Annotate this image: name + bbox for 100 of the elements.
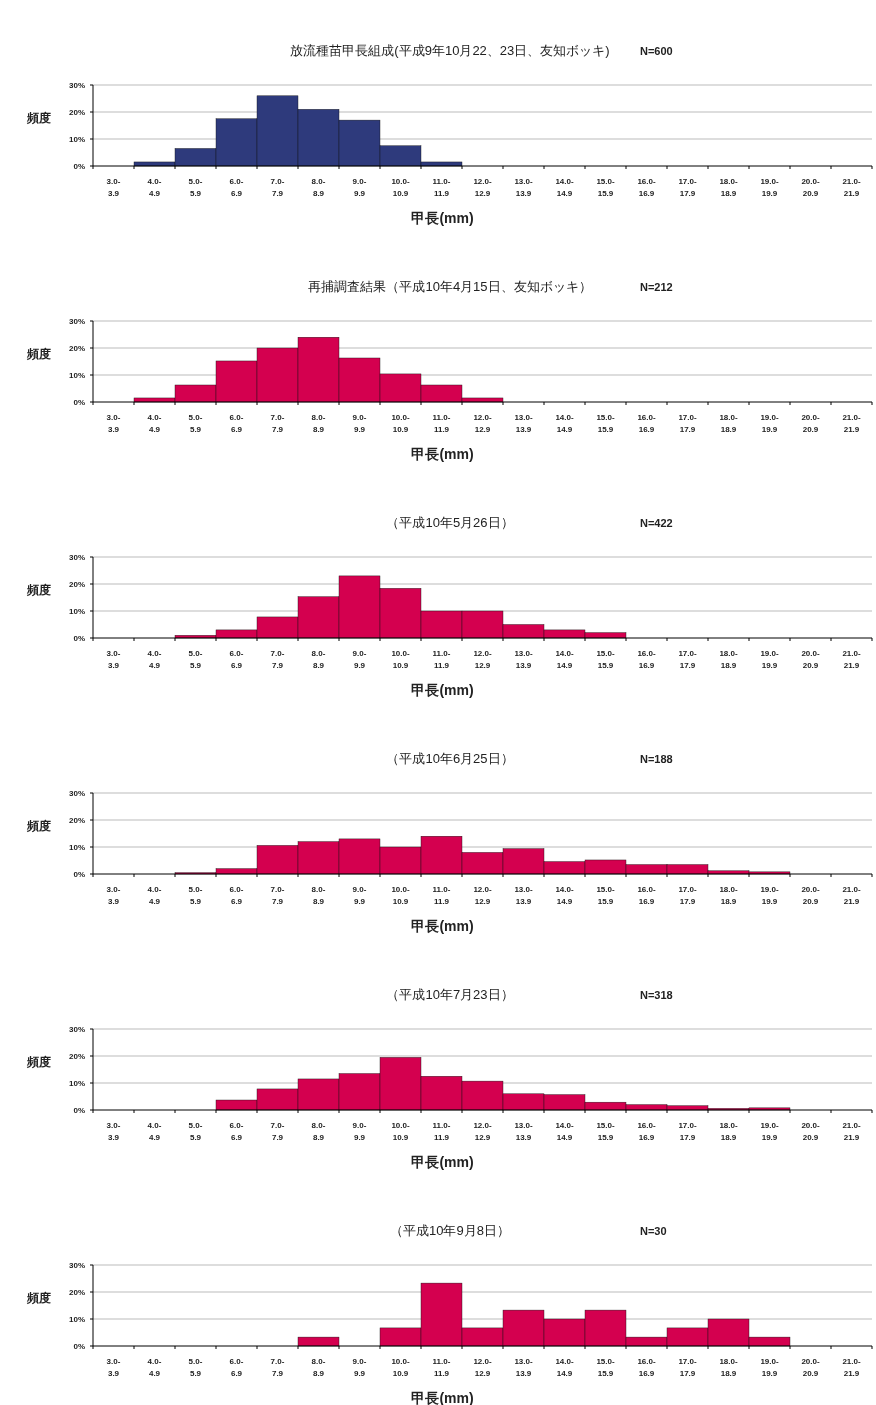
- x-tick-label: 16.0-16.9: [637, 1357, 656, 1378]
- x-tick-label: 21.0-21.9: [842, 1121, 861, 1142]
- y-tick-label: 30%: [68, 81, 85, 90]
- x-tick-label: 21.0-21.9: [842, 649, 861, 670]
- x-tick-label: 16.0-16.9: [637, 649, 656, 670]
- x-tick-label: 13.0-13.9: [514, 177, 533, 198]
- x-tick-label: 3.0-3.9: [106, 1357, 121, 1378]
- x-tick-label: 16.0-16.9: [637, 177, 656, 198]
- x-tick-label: 19.0-19.9: [760, 177, 779, 198]
- y-axis-title: 頻度: [26, 346, 51, 361]
- x-tick-label: 17.0-17.9: [678, 1357, 697, 1378]
- x-tick-label: 11.0-11.9: [432, 177, 451, 198]
- x-tick-label: 20.0-20.9: [801, 885, 820, 906]
- x-tick-label: 8.0-8.9: [311, 1121, 326, 1142]
- x-tick-label: 15.0-15.9: [596, 1357, 615, 1378]
- y-axis-title: 頻度: [26, 1290, 51, 1305]
- x-tick-label: 19.0-19.9: [760, 1357, 779, 1378]
- x-tick-label: 8.0-8.9: [311, 649, 326, 670]
- x-axis-title: 甲長(mm): [411, 446, 474, 462]
- x-tick-label: 18.0-18.9: [719, 1121, 738, 1142]
- y-tick-label: 0%: [73, 1106, 85, 1115]
- x-tick-label: 20.0-20.9: [801, 649, 820, 670]
- x-tick-label: 13.0-13.9: [514, 1121, 533, 1142]
- x-tick-label: 17.0-17.9: [678, 649, 697, 670]
- x-tick-label: 11.0-11.9: [432, 413, 451, 434]
- x-tick-label: 14.0-14.9: [555, 177, 574, 198]
- chart-title: （平成10年7月23日）: [386, 987, 514, 1002]
- x-tick-label: 5.0-5.9: [188, 1121, 203, 1142]
- x-axis-title: 甲長(mm): [411, 918, 474, 934]
- x-tick-label: 9.0-9.9: [352, 1121, 367, 1142]
- y-tick-label: 20%: [68, 344, 85, 353]
- x-tick-label: 15.0-15.9: [596, 1121, 615, 1142]
- x-tick-label: 4.0-4.9: [147, 649, 162, 670]
- x-tick-label: 18.0-18.9: [719, 1357, 738, 1378]
- chart-title: （平成10年9月8日）: [390, 1223, 510, 1238]
- x-tick-label: 8.0-8.9: [311, 885, 326, 906]
- x-tick-label: 5.0-5.9: [188, 177, 203, 198]
- y-axis-title: 頻度: [26, 582, 51, 597]
- x-tick-label: 14.0-14.9: [555, 1121, 574, 1142]
- x-tick-label: 17.0-17.9: [678, 885, 697, 906]
- x-tick-label: 15.0-15.9: [596, 649, 615, 670]
- x-tick-label: 21.0-21.9: [842, 1357, 861, 1378]
- x-tick-label: 14.0-14.9: [555, 649, 574, 670]
- x-tick-label: 18.0-18.9: [719, 885, 738, 906]
- x-tick-label: 19.0-19.9: [760, 1121, 779, 1142]
- y-tick-label: 10%: [68, 607, 85, 616]
- x-tick-label: 6.0-6.9: [229, 649, 244, 670]
- x-tick-label: 10.0-10.9: [391, 177, 410, 198]
- chart-subtitle: N=30: [640, 1225, 667, 1237]
- x-tick-label: 12.0-12.9: [473, 649, 492, 670]
- x-tick-label: 11.0-11.9: [432, 649, 451, 670]
- x-tick-label: 16.0-16.9: [637, 413, 656, 434]
- y-tick-label: 30%: [68, 1261, 85, 1270]
- x-tick-label: 9.0-9.9: [352, 177, 367, 198]
- x-tick-label: 19.0-19.9: [760, 649, 779, 670]
- x-tick-label: 16.0-16.9: [637, 1121, 656, 1142]
- x-tick-label: 12.0-12.9: [473, 177, 492, 198]
- x-tick-label: 7.0-7.9: [270, 413, 285, 434]
- x-tick-label: 21.0-21.9: [842, 885, 861, 906]
- x-tick-label: 11.0-11.9: [432, 1121, 451, 1142]
- x-tick-label: 7.0-7.9: [270, 649, 285, 670]
- y-tick-label: 30%: [68, 1025, 85, 1034]
- x-tick-label: 17.0-17.9: [678, 1121, 697, 1142]
- chart-subtitle: N=188: [640, 753, 673, 765]
- y-tick-label: 0%: [73, 1342, 85, 1351]
- x-axis-title: 甲長(mm): [411, 210, 474, 226]
- y-tick-label: 10%: [68, 843, 85, 852]
- x-tick-label: 11.0-11.9: [432, 885, 451, 906]
- x-tick-label: 13.0-13.9: [514, 413, 533, 434]
- y-tick-label: 20%: [68, 816, 85, 825]
- x-tick-label: 12.0-12.9: [473, 885, 492, 906]
- x-tick-label: 3.0-3.9: [106, 649, 121, 670]
- x-tick-label: 17.0-17.9: [678, 177, 697, 198]
- chart-subtitle: N=318: [640, 989, 673, 1001]
- chart-subtitle: N=600: [640, 45, 673, 57]
- x-tick-label: 6.0-6.9: [229, 1357, 244, 1378]
- x-tick-label: 18.0-18.9: [719, 649, 738, 670]
- x-tick-label: 13.0-13.9: [514, 885, 533, 906]
- x-tick-label: 6.0-6.9: [229, 413, 244, 434]
- chart-title: 再捕調査結果（平成10年4月15日、友知ボッキ）: [308, 279, 592, 294]
- x-tick-label: 3.0-3.9: [106, 177, 121, 198]
- x-tick-label: 15.0-15.9: [596, 177, 615, 198]
- x-tick-label: 4.0-4.9: [147, 1357, 162, 1378]
- x-tick-label: 15.0-15.9: [596, 885, 615, 906]
- x-tick-label: 21.0-21.9: [842, 177, 861, 198]
- x-tick-label: 4.0-4.9: [147, 413, 162, 434]
- x-tick-label: 12.0-12.9: [473, 413, 492, 434]
- x-tick-label: 10.0-10.9: [391, 649, 410, 670]
- chart-title: （平成10年6月25日）: [386, 751, 514, 766]
- x-tick-label: 5.0-5.9: [188, 885, 203, 906]
- x-tick-label: 19.0-19.9: [760, 413, 779, 434]
- x-tick-label: 21.0-21.9: [842, 413, 861, 434]
- x-axis-title: 甲長(mm): [411, 682, 474, 698]
- x-tick-label: 14.0-14.9: [555, 1357, 574, 1378]
- y-tick-label: 0%: [73, 634, 85, 643]
- y-tick-label: 20%: [68, 580, 85, 589]
- x-tick-label: 5.0-5.9: [188, 1357, 203, 1378]
- x-tick-label: 3.0-3.9: [106, 885, 121, 906]
- x-tick-label: 12.0-12.9: [473, 1121, 492, 1142]
- y-tick-label: 20%: [68, 1288, 85, 1297]
